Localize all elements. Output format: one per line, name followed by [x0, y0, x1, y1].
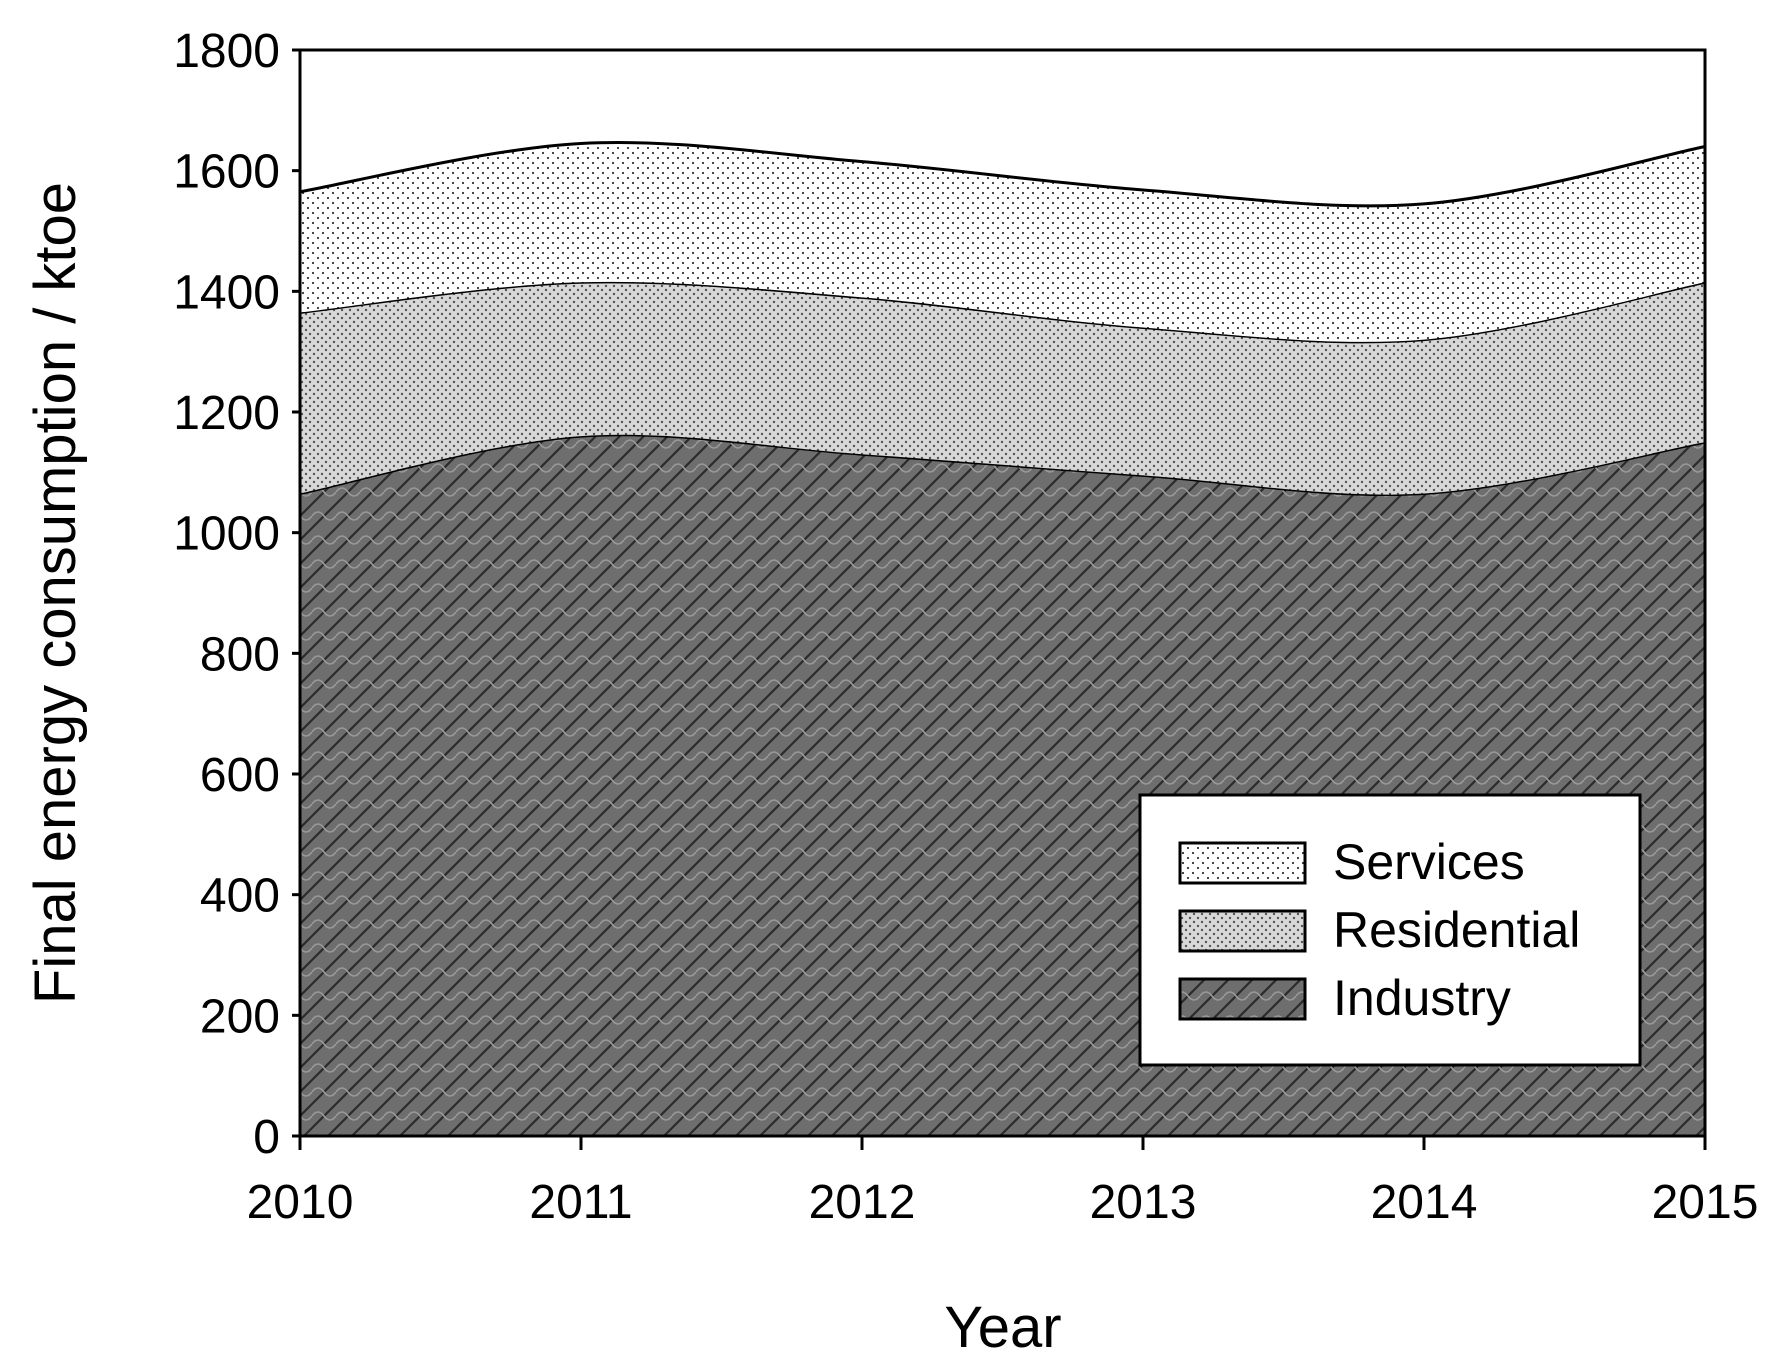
y-tick-label: 0 [253, 1111, 280, 1164]
legend-label-services: Services [1333, 834, 1525, 890]
y-tick-label: 1000 [173, 508, 280, 561]
legend-label-industry: Industry [1333, 970, 1511, 1026]
x-tick-label: 2015 [1652, 1176, 1759, 1229]
y-tick-label: 1400 [173, 266, 280, 319]
x-tick-label: 2013 [1090, 1176, 1197, 1229]
area-residential [300, 281, 1705, 495]
x-axis-title: Year [944, 1295, 1061, 1360]
x-tick-label: 2010 [247, 1176, 354, 1229]
x-tick-label: 2014 [1371, 1176, 1478, 1229]
legend-swatch-services [1178, 841, 1307, 885]
legend-swatch-industry [1178, 977, 1307, 1021]
y-tick-label: 1800 [173, 25, 280, 78]
y-axis-title: Final energy consumption / ktoe [23, 182, 88, 1004]
y-tick-label: 600 [200, 749, 280, 802]
x-tick-label: 2011 [529, 1176, 632, 1229]
y-tick-label: 1200 [173, 387, 280, 440]
y-tick-label: 200 [200, 990, 280, 1043]
legend-label-residential: Residential [1333, 902, 1580, 958]
y-axis: 0 200 400 600 800 1000 1200 1400 1600 1800 [173, 25, 300, 1164]
y-tick-label: 800 [200, 628, 280, 681]
area-services [300, 142, 1705, 342]
plot-frame [298, 48, 1707, 1138]
legend-swatch-residential [1178, 909, 1307, 953]
x-axis: 2010 2011 2012 2013 2014 2015 [247, 1136, 1759, 1229]
y-tick-label: 400 [200, 870, 280, 923]
x-tick-label: 2012 [809, 1176, 916, 1229]
area-boundary-services [299, 141, 1706, 208]
legend: Services Residential Industry [1138, 793, 1642, 1067]
y-tick-label: 1600 [173, 146, 280, 199]
